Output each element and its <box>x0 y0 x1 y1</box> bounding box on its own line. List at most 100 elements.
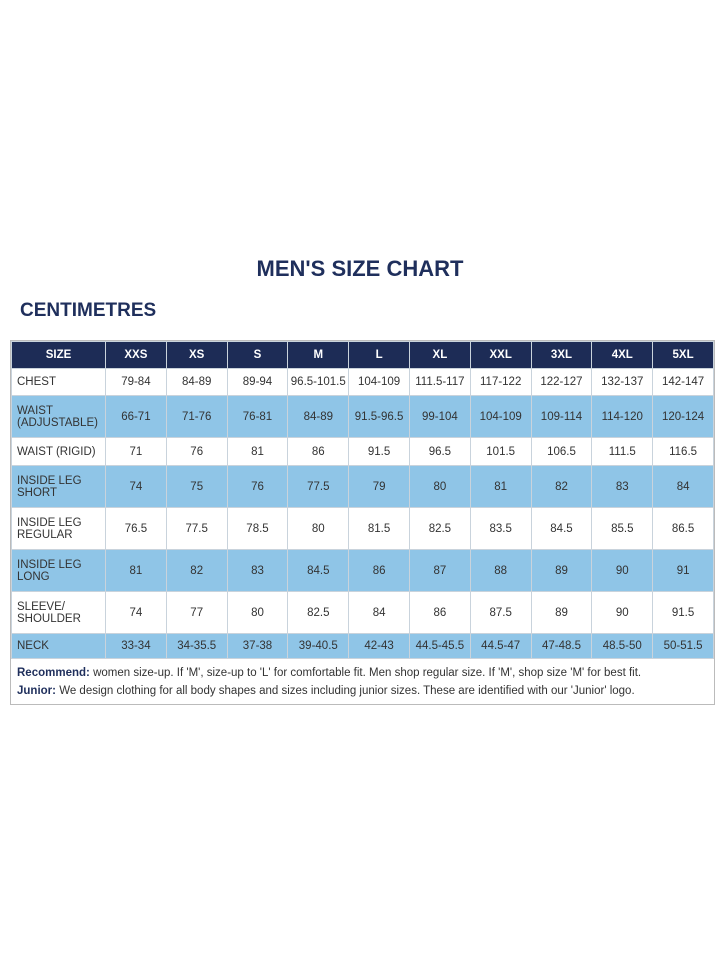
cell: 82.5 <box>408 507 471 550</box>
note-text: women size-up. If 'M', size-up to 'L' fo… <box>93 667 642 679</box>
cell: 104-109 <box>348 368 410 396</box>
cell: 84.5 <box>530 507 593 550</box>
cell: 111.5-117 <box>408 368 471 396</box>
row-label: INSIDE LEG REGULAR <box>11 507 106 550</box>
cell: 86.5 <box>652 507 714 550</box>
cell: 90 <box>591 549 654 592</box>
cell: 84 <box>652 465 714 508</box>
row-label: WAIST (ADJUSTABLE) <box>11 395 106 438</box>
header-cell: 4XL <box>591 341 654 369</box>
table-row: INSIDE LEG REGULAR 76.5 77.5 78.5 80 81.5 82.5… <box>11 507 714 550</box>
cell: 42-43 <box>348 633 410 659</box>
cell: 114-120 <box>591 395 654 438</box>
cell: 76 <box>226 465 289 508</box>
cell: 80 <box>226 591 289 634</box>
cell: 82 <box>165 549 228 592</box>
header-cell: SIZE <box>11 341 106 369</box>
table-row: WAIST (RIGID) 71 76 81 86 91.5 96.5 101.5 106.5 1… <box>11 437 714 466</box>
cell: 120-124 <box>652 395 714 438</box>
cell: 71-76 <box>165 395 228 438</box>
cell: 39-40.5 <box>287 633 350 659</box>
note: Junior: We design clothing for all body … <box>17 682 708 700</box>
cell: 101.5 <box>469 437 532 466</box>
row-label: INSIDE LEG SHORT <box>11 465 106 508</box>
cell: 76-81 <box>226 395 289 438</box>
notes: Recommend: women size-up. If 'M', size-u… <box>11 659 714 704</box>
cell: 74 <box>105 465 167 508</box>
cell: 142-147 <box>652 368 714 396</box>
subtitle: CENTIMETRES <box>20 300 157 321</box>
cell: 50-51.5 <box>652 633 714 659</box>
cell: 80 <box>287 507 350 550</box>
header-cell: S <box>226 341 289 369</box>
header-cell: M <box>287 341 350 369</box>
cell: 104-109 <box>469 395 532 438</box>
cell: 77.5 <box>165 507 228 550</box>
cell: 91.5 <box>348 437 410 466</box>
cell: 91 <box>652 549 714 592</box>
cell: 86 <box>287 437 350 466</box>
cell: 117-122 <box>469 368 532 396</box>
row-label: SLEEVE/ SHOULDER <box>11 591 106 634</box>
cell: 83 <box>226 549 289 592</box>
cell: 76 <box>165 437 228 466</box>
cell: 84.5 <box>287 549 350 592</box>
row-label: CHEST <box>11 368 106 396</box>
cell: 44.5-47 <box>469 633 532 659</box>
cell: 84-89 <box>165 368 228 396</box>
cell: 89-94 <box>226 368 289 396</box>
size-table-box: SIZE XXS XS S M L XL XXL 3XL 4XL 5XL CHEST 79-84 84-… <box>10 340 715 705</box>
cell: 74 <box>105 591 167 634</box>
note-label: Recommend: <box>17 667 90 679</box>
cell: 81 <box>469 465 532 508</box>
cell: 79 <box>348 465 410 508</box>
header-cell: 3XL <box>530 341 593 369</box>
table-row: CHEST 79-84 84-89 89-94 96.5-101.5 104-109 111… <box>11 368 714 396</box>
table-row: INSIDE LEG LONG 81 82 83 84.5 86 87 88 89 90 91 <box>11 549 714 592</box>
cell: 96.5-101.5 <box>287 368 350 396</box>
cell: 116.5 <box>652 437 714 466</box>
cell: 82.5 <box>287 591 350 634</box>
cell: 132-137 <box>591 368 654 396</box>
table-row: NECK 33-34 34-35.5 37-38 39-40.5 42-43 44.5-45… <box>11 633 714 659</box>
cell: 37-38 <box>226 633 289 659</box>
header-cell: XL <box>408 341 471 369</box>
cell: 66-71 <box>105 395 167 438</box>
cell: 90 <box>591 591 654 634</box>
cell: 88 <box>469 549 532 592</box>
cell: 89 <box>530 591 593 634</box>
cell: 81 <box>105 549 167 592</box>
header-row: SIZE XXS XS S M L XL XXL 3XL 4XL 5XL <box>11 341 714 369</box>
table-body: CHEST 79-84 84-89 89-94 96.5-101.5 104-109 111… <box>11 368 714 659</box>
table-row: WAIST (ADJUSTABLE) 66-71 71-76 76-81 84-89 91… <box>11 395 714 438</box>
cell: 106.5 <box>530 437 593 466</box>
cell: 77 <box>165 591 228 634</box>
header-cell: 5XL <box>652 341 714 369</box>
cell: 91.5 <box>652 591 714 634</box>
header-cell: XXL <box>469 341 532 369</box>
cell: 86 <box>408 591 471 634</box>
cell: 77.5 <box>287 465 350 508</box>
title: MEN'S SIZE CHART <box>256 256 464 281</box>
cell: 99-104 <box>408 395 471 438</box>
cell: 81 <box>226 437 289 466</box>
cell: 82 <box>530 465 593 508</box>
header-cell: XXS <box>105 341 167 369</box>
cell: 87 <box>408 549 471 592</box>
cell: 47-48.5 <box>530 633 593 659</box>
note-label: Junior: <box>17 685 56 697</box>
cell: 109-114 <box>530 395 593 438</box>
cell: 79-84 <box>105 368 167 396</box>
header-cell: XS <box>165 341 228 369</box>
cell: 86 <box>348 549 410 592</box>
row-label: WAIST (RIGID) <box>11 437 106 466</box>
header-cell: L <box>348 341 410 369</box>
size-table: SIZE XXS XS S M L XL XXL 3XL 4XL 5XL CHEST 79-84 84-… <box>11 341 714 659</box>
cell: 85.5 <box>591 507 654 550</box>
cell: 48.5-50 <box>591 633 654 659</box>
note: Recommend: women size-up. If 'M', size-u… <box>17 664 708 682</box>
cell: 76.5 <box>105 507 167 550</box>
cell: 78.5 <box>226 507 289 550</box>
cell: 83.5 <box>469 507 532 550</box>
